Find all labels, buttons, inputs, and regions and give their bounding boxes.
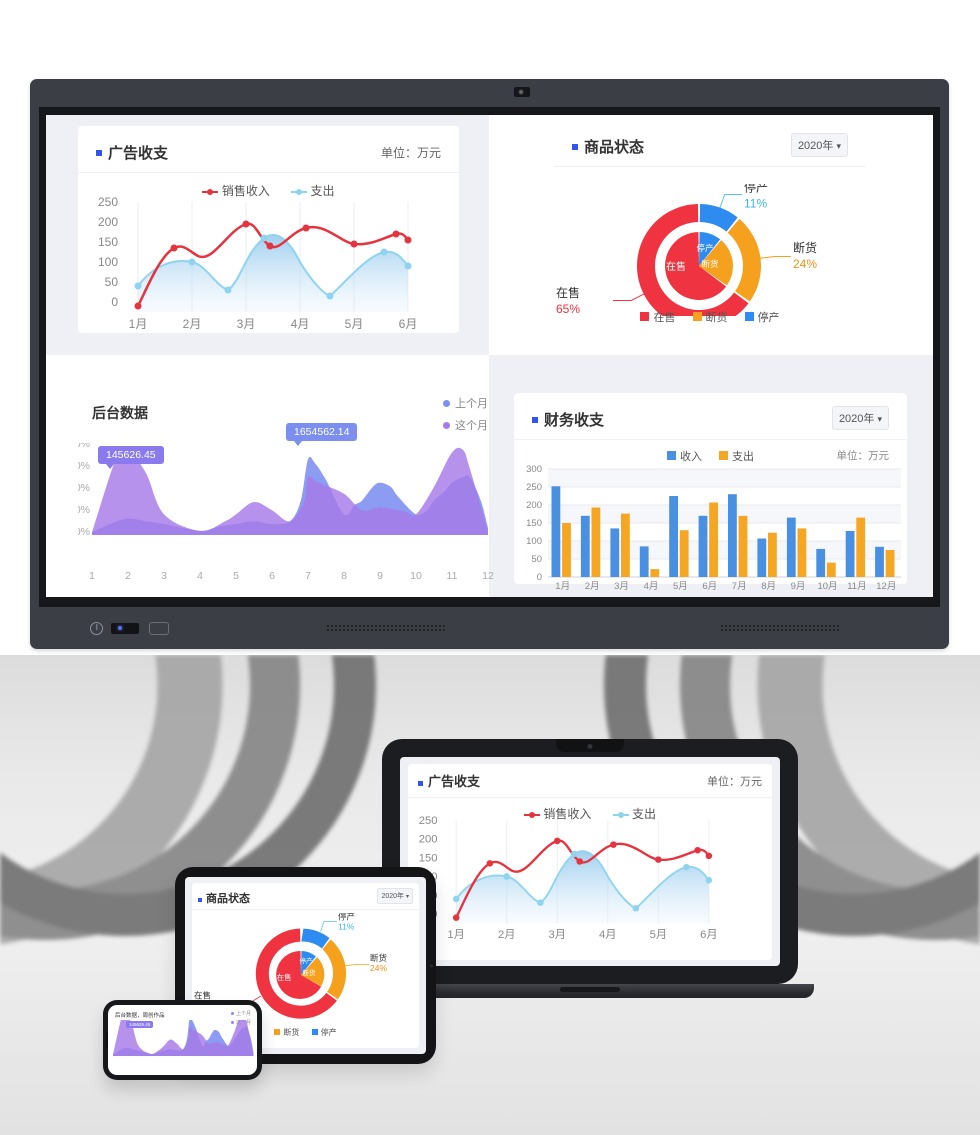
svg-text:4月: 4月	[644, 581, 659, 591]
svg-text:12: 12	[482, 570, 494, 582]
svg-text:4月: 4月	[599, 929, 616, 941]
svg-text:5月: 5月	[673, 581, 688, 591]
svg-text:11月: 11月	[847, 581, 866, 591]
svg-text:100: 100	[98, 255, 118, 269]
svg-text:12月: 12月	[876, 581, 896, 591]
svg-text:5: 5	[233, 570, 239, 582]
svg-text:10: 10	[410, 570, 422, 582]
svg-text:24%: 24%	[370, 963, 387, 973]
svg-text:断货: 断货	[370, 953, 388, 963]
svg-text:停产: 停产	[338, 913, 355, 922]
svg-text:7月: 7月	[732, 581, 747, 591]
svg-text:1: 1	[89, 570, 95, 582]
svg-text:2: 2	[125, 570, 131, 582]
svg-text:9: 9	[377, 570, 383, 582]
svg-text:3月: 3月	[614, 581, 629, 591]
svg-text:在售: 在售	[277, 972, 292, 982]
svg-text:断货: 断货	[793, 240, 817, 255]
svg-text:11%: 11%	[338, 922, 355, 932]
svg-text:24%: 24%	[793, 257, 817, 271]
svg-text:4月: 4月	[291, 317, 310, 331]
svg-text:7: 7	[305, 570, 311, 582]
svg-text:8月: 8月	[761, 581, 776, 591]
svg-text:6: 6	[269, 570, 275, 582]
svg-text:2月: 2月	[585, 581, 600, 591]
svg-text:6月: 6月	[700, 929, 717, 941]
svg-text:1月: 1月	[447, 929, 464, 941]
svg-text:1月: 1月	[555, 581, 570, 591]
svg-text:11%: 11%	[744, 197, 767, 211]
svg-text:40%: 40%	[78, 504, 90, 516]
svg-text:60%: 60%	[78, 482, 90, 494]
svg-text:100%: 100%	[78, 443, 90, 450]
svg-text:1月: 1月	[129, 317, 148, 331]
svg-text:停产: 停产	[300, 956, 314, 965]
svg-text:250: 250	[526, 482, 542, 493]
svg-text:50: 50	[105, 275, 119, 289]
svg-text:3: 3	[161, 570, 167, 582]
svg-text:0: 0	[537, 572, 542, 583]
svg-text:停产: 停产	[744, 184, 768, 195]
svg-text:在售: 在售	[194, 991, 211, 1001]
svg-text:100: 100	[526, 536, 542, 547]
svg-text:8: 8	[341, 570, 347, 582]
svg-text:6月: 6月	[702, 581, 717, 591]
svg-text:5月: 5月	[650, 929, 667, 941]
svg-text:150: 150	[419, 852, 438, 864]
svg-text:200: 200	[526, 500, 542, 511]
svg-text:250: 250	[98, 195, 118, 209]
svg-text:6月: 6月	[399, 317, 418, 331]
svg-text:停产: 停产	[696, 243, 713, 253]
svg-text:200: 200	[419, 834, 438, 846]
svg-text:断货: 断货	[303, 968, 317, 977]
svg-text:在售: 在售	[556, 285, 580, 300]
svg-text:断货: 断货	[701, 259, 719, 269]
svg-text:150: 150	[98, 235, 118, 249]
svg-text:10月: 10月	[817, 581, 837, 591]
svg-text:80%: 80%	[78, 460, 90, 472]
svg-text:50: 50	[531, 554, 542, 565]
svg-text:150: 150	[526, 518, 542, 529]
svg-text:11: 11	[447, 570, 458, 582]
svg-text:200: 200	[98, 215, 118, 229]
svg-text:2月: 2月	[498, 929, 515, 941]
svg-text:300: 300	[526, 464, 542, 475]
svg-text:9月: 9月	[791, 581, 806, 591]
svg-text:20%: 20%	[78, 526, 90, 538]
svg-text:0: 0	[111, 295, 118, 309]
svg-text:2月: 2月	[183, 317, 202, 331]
svg-text:3月: 3月	[237, 317, 256, 331]
svg-text:3月: 3月	[549, 929, 566, 941]
svg-text:在售: 在售	[666, 260, 686, 273]
svg-text:5月: 5月	[345, 317, 364, 331]
svg-text:4: 4	[197, 570, 203, 582]
